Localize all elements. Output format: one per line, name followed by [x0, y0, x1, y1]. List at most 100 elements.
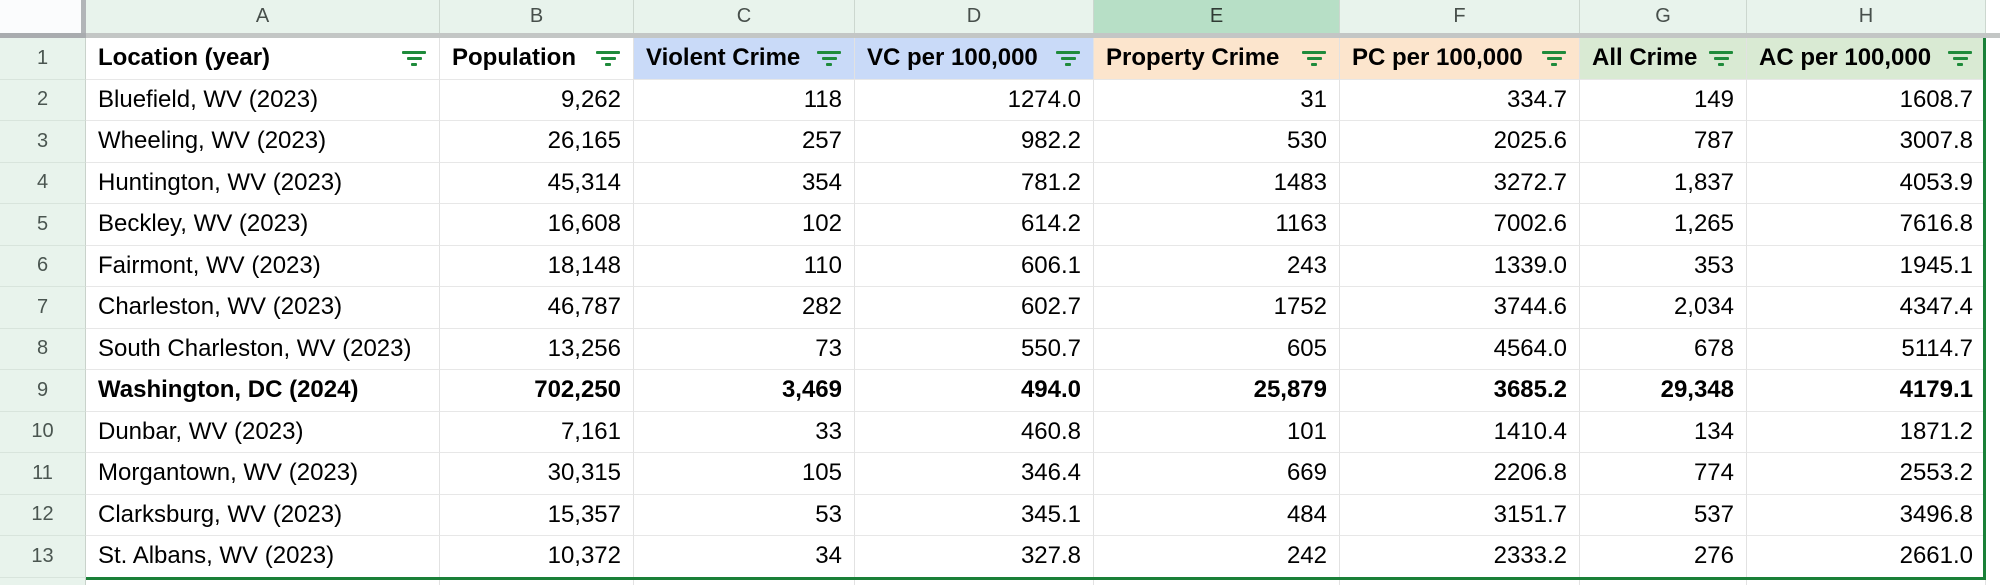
- cell-property-crime[interactable]: 1483: [1094, 162, 1340, 204]
- cell-all-crime[interactable]: 537: [1580, 494, 1747, 536]
- header-cell-vc-per-100000[interactable]: VC per 100,000: [855, 38, 1094, 80]
- cell-property-crime[interactable]: 1752: [1094, 287, 1340, 329]
- cell-pc-per-100000[interactable]: 3272.7: [1340, 162, 1580, 204]
- cell-vc-per-100000[interactable]: 327.8: [855, 536, 1094, 578]
- cell-violent-crime[interactable]: 34: [634, 536, 855, 578]
- row-header-4[interactable]: 4: [0, 162, 86, 204]
- row-header-8[interactable]: 8: [0, 328, 86, 370]
- cell-property-crime[interactable]: 605: [1094, 328, 1340, 370]
- cell-ac-per-100000[interactable]: 5114.7: [1747, 328, 1986, 370]
- cell-location[interactable]: Washington, DC (2024): [86, 370, 440, 412]
- cell-ac-per-100000[interactable]: 2661.0: [1747, 536, 1986, 578]
- cell-all-crime[interactable]: 353: [1580, 245, 1747, 287]
- cell-property-crime[interactable]: 669: [1094, 453, 1340, 495]
- cell-property-crime[interactable]: 31: [1094, 79, 1340, 121]
- row-header-5[interactable]: 5: [0, 204, 86, 246]
- cell-property-crime[interactable]: 242: [1094, 536, 1340, 578]
- row-header-1[interactable]: 1: [0, 38, 86, 80]
- cell-population[interactable]: 30,315: [440, 453, 634, 495]
- cell-population[interactable]: 46,787: [440, 287, 634, 329]
- cell-population[interactable]: 18,148: [440, 245, 634, 287]
- cell-location[interactable]: South Charleston, WV (2023): [86, 328, 440, 370]
- cell-ac-per-100000[interactable]: 7616.8: [1747, 204, 1986, 246]
- cell-ac-per-100000[interactable]: 1608.7: [1747, 79, 1986, 121]
- cell-pc-per-100000[interactable]: 2206.8: [1340, 453, 1580, 495]
- cell-all-crime[interactable]: 774: [1580, 453, 1747, 495]
- cell-population[interactable]: 10,372: [440, 536, 634, 578]
- cell-location[interactable]: Fairmont, WV (2023): [86, 245, 440, 287]
- cell-property-crime[interactable]: 484: [1094, 494, 1340, 536]
- cell-violent-crime[interactable]: 73: [634, 328, 855, 370]
- column-header-F[interactable]: F: [1340, 0, 1580, 33]
- header-cell-ac-per-100000[interactable]: AC per 100,000: [1747, 38, 1986, 80]
- cell-population[interactable]: 9,262: [440, 79, 634, 121]
- cell-ac-per-100000[interactable]: 1871.2: [1747, 411, 1986, 453]
- column-header-B[interactable]: B: [440, 0, 634, 33]
- cell-property-crime[interactable]: 243: [1094, 245, 1340, 287]
- header-cell-pc-per-100000[interactable]: PC per 100,000: [1340, 38, 1580, 80]
- row-header-7[interactable]: 7: [0, 287, 86, 329]
- cell-pc-per-100000[interactable]: 3744.6: [1340, 287, 1580, 329]
- filter-icon[interactable]: [1947, 50, 1973, 66]
- column-header-G[interactable]: G: [1580, 0, 1747, 33]
- filter-icon[interactable]: [1055, 50, 1081, 66]
- row-header-12[interactable]: 12: [0, 494, 86, 536]
- cell-population[interactable]: 45,314: [440, 162, 634, 204]
- cell-vc-per-100000[interactable]: 1274.0: [855, 79, 1094, 121]
- row-header-13[interactable]: 13: [0, 536, 86, 578]
- filter-icon[interactable]: [401, 50, 427, 66]
- column-header-A[interactable]: A: [86, 0, 440, 33]
- row-header-3[interactable]: 3: [0, 121, 86, 163]
- filter-icon[interactable]: [1301, 50, 1327, 66]
- cell-vc-per-100000[interactable]: 614.2: [855, 204, 1094, 246]
- cell-all-crime[interactable]: 149: [1580, 79, 1747, 121]
- cell-location[interactable]: Morgantown, WV (2023): [86, 453, 440, 495]
- cell-location[interactable]: Clarksburg, WV (2023): [86, 494, 440, 536]
- cell-vc-per-100000[interactable]: 345.1: [855, 494, 1094, 536]
- cell-all-crime[interactable]: 2,034: [1580, 287, 1747, 329]
- cell-all-crime[interactable]: 678: [1580, 328, 1747, 370]
- cell-all-crime[interactable]: 134: [1580, 411, 1747, 453]
- cell-vc-per-100000[interactable]: 781.2: [855, 162, 1094, 204]
- cell-vc-per-100000[interactable]: 346.4: [855, 453, 1094, 495]
- cell-all-crime[interactable]: 1,837: [1580, 162, 1747, 204]
- cell-violent-crime[interactable]: 257: [634, 121, 855, 163]
- cell-pc-per-100000[interactable]: 1339.0: [1340, 245, 1580, 287]
- header-cell-location[interactable]: Location (year): [86, 38, 440, 80]
- column-header-H[interactable]: H: [1747, 0, 1986, 33]
- cell-ac-per-100000[interactable]: 3007.8: [1747, 121, 1986, 163]
- cell-violent-crime[interactable]: 354: [634, 162, 855, 204]
- row-header-10[interactable]: 10: [0, 411, 86, 453]
- cell-vc-per-100000[interactable]: 460.8: [855, 411, 1094, 453]
- row-header-2[interactable]: 2: [0, 79, 86, 121]
- cell-ac-per-100000[interactable]: 1945.1: [1747, 245, 1986, 287]
- column-header-E[interactable]: E: [1094, 0, 1340, 33]
- cell-all-crime[interactable]: 29,348: [1580, 370, 1747, 412]
- row-header-9[interactable]: 9: [0, 370, 86, 412]
- cell-pc-per-100000[interactable]: 3685.2: [1340, 370, 1580, 412]
- cell-population[interactable]: 15,357: [440, 494, 634, 536]
- cell-ac-per-100000[interactable]: 2553.2: [1747, 453, 1986, 495]
- cell-ac-per-100000[interactable]: 4347.4: [1747, 287, 1986, 329]
- cell-location[interactable]: Wheeling, WV (2023): [86, 121, 440, 163]
- cell-population[interactable]: 13,256: [440, 328, 634, 370]
- row-header-6[interactable]: 6: [0, 245, 86, 287]
- cell-property-crime[interactable]: 1163: [1094, 204, 1340, 246]
- column-header-C[interactable]: C: [634, 0, 855, 33]
- cell-location[interactable]: Huntington, WV (2023): [86, 162, 440, 204]
- cell-all-crime[interactable]: 787: [1580, 121, 1747, 163]
- cell-violent-crime[interactable]: 102: [634, 204, 855, 246]
- column-header-D[interactable]: D: [855, 0, 1094, 33]
- filter-icon[interactable]: [595, 50, 621, 66]
- cell-all-crime[interactable]: 1,265: [1580, 204, 1747, 246]
- select-all-corner[interactable]: [0, 0, 86, 33]
- row-header-11[interactable]: 11: [0, 453, 86, 495]
- cell-pc-per-100000[interactable]: 7002.6: [1340, 204, 1580, 246]
- header-cell-violent-crime[interactable]: Violent Crime: [634, 38, 855, 80]
- cell-ac-per-100000[interactable]: 3496.8: [1747, 494, 1986, 536]
- row-header-14[interactable]: [0, 577, 86, 585]
- cell-population[interactable]: 702,250: [440, 370, 634, 412]
- cell-pc-per-100000[interactable]: 334.7: [1340, 79, 1580, 121]
- cell-all-crime[interactable]: 276: [1580, 536, 1747, 578]
- cell-vc-per-100000[interactable]: 602.7: [855, 287, 1094, 329]
